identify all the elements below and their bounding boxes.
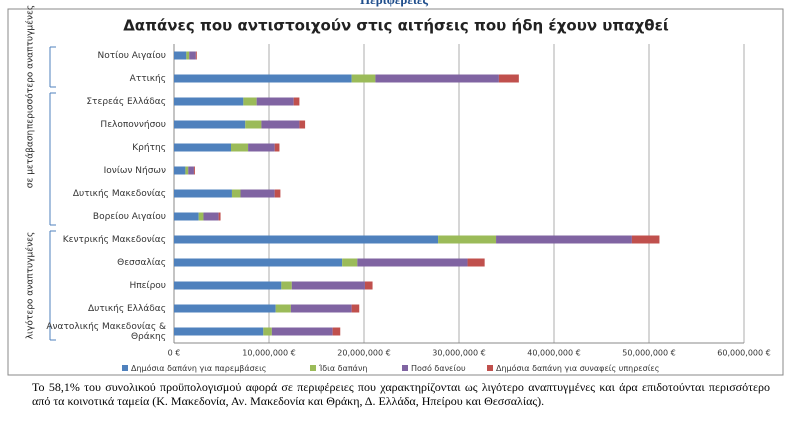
chart-frame [7, 8, 784, 376]
bar-segment [271, 327, 333, 336]
y-tick-label: Ιονίων Νήσων [103, 165, 166, 176]
y-tick-label: Θεσσαλίας [117, 257, 166, 268]
x-tick-label: 30,000,000 € [432, 349, 485, 358]
bar-segment [174, 235, 439, 244]
legend-swatch [122, 365, 128, 371]
bar-segment [351, 74, 376, 83]
bar-segment [174, 143, 231, 152]
group-label: λιγότερο αναπτυγμένες [25, 232, 36, 340]
y-tick-label: Δυτικής Ελλάδας [88, 303, 166, 314]
bar-segment [291, 281, 365, 290]
bar-segment [281, 281, 292, 290]
legend-swatch [310, 365, 316, 371]
y-tick-label: Ηπείρου [129, 280, 166, 291]
y-tick-label: Βορείου Αιγαίου [92, 211, 166, 222]
bar-segment [498, 74, 519, 83]
bar-segment [174, 258, 343, 267]
bar-segment [189, 51, 196, 60]
x-tick-label: 40,000,000 € [527, 349, 580, 358]
bar-segment [195, 51, 197, 60]
x-tick-label: 0 € [168, 349, 181, 358]
x-tick-label: 50,000,000 € [622, 349, 675, 358]
y-tick-label: Αττικής [129, 73, 166, 84]
bar-segment [231, 189, 241, 198]
x-tick-label: 20,000,000 € [337, 349, 390, 358]
y-tick-label: Νοτίου Αιγαίου [97, 50, 167, 61]
legend-label: Ίδια δαπάνη [318, 363, 367, 373]
y-tick-label: Κεντρικής Μακεδονίας [62, 234, 166, 245]
bar-segment [174, 327, 264, 336]
y-tick-label: Κρήτης [132, 142, 166, 153]
heading: Περιφέρειες [0, 0, 788, 8]
bar-segment [274, 143, 280, 152]
bar-segment [357, 258, 468, 267]
bar-segment [332, 327, 341, 336]
y-tick-label: Ανατολικής Μακεδονίας & Θράκης [46, 321, 166, 342]
bar-segment [203, 212, 219, 221]
bar-segment [351, 304, 360, 313]
bar-segment [174, 166, 186, 175]
bar-segment [174, 74, 352, 83]
bar-segment [240, 189, 275, 198]
legend-label: Δημόσια δαπάνη για παρεμβάσεις [131, 363, 266, 373]
bar-segment [274, 189, 281, 198]
legend-label: Ποσό δανείου [411, 363, 466, 373]
bar-segment [467, 258, 485, 267]
paragraph: Το 58,1% του συνολικού προϋπολογισμού αφ… [32, 380, 770, 408]
bar-segment [185, 166, 189, 175]
y-tick-label: Δυτικής Μακεδονίας [72, 188, 166, 199]
bar-segment [256, 97, 294, 106]
x-tick-label: 10,000,000 € [242, 349, 295, 358]
bar-segment [174, 120, 246, 129]
bar-segment [198, 212, 204, 221]
bar-segment [299, 120, 306, 129]
bar-segment [174, 51, 187, 60]
bar-segment [496, 235, 632, 244]
bar-segment [631, 235, 660, 244]
bar-segment [375, 74, 499, 83]
y-tick-label: Πελοποννήσου [100, 119, 166, 130]
bar-segment [364, 281, 373, 290]
legend-swatch [487, 365, 493, 371]
bar-segment [275, 304, 291, 313]
bar-segment [438, 235, 497, 244]
legend-label: Δημόσια δαπάνη για συναφείς υπηρεσίες [496, 363, 659, 373]
group-label: σε μετάβαση [26, 130, 36, 188]
bar-segment [263, 327, 272, 336]
bar-segment [174, 281, 282, 290]
bar-segment [342, 258, 358, 267]
chart: Δαπάνες που αντιστοιχούν στις αιτήσεις π… [7, 5, 784, 376]
x-tick-label: 60,000,000 € [717, 349, 770, 358]
bar-segment [290, 304, 352, 313]
bar-segment [245, 120, 262, 129]
bar-segment [243, 97, 257, 106]
bar-segment [293, 97, 300, 106]
bar-segment [231, 143, 249, 152]
bar-segment [174, 97, 244, 106]
bar-segment [193, 166, 195, 175]
chart-title: Δαπάνες που αντιστοιχούν στις αιτήσεις π… [123, 17, 669, 35]
bar-segment [174, 189, 232, 198]
bar-segment [248, 143, 275, 152]
bar-segment [174, 212, 199, 221]
group-label: περισσότερο αναπτυγμένες [25, 5, 36, 129]
bar-segment [261, 120, 300, 129]
bar-segment [186, 51, 190, 60]
bar-segment [218, 212, 221, 221]
bar-segment [188, 166, 194, 175]
y-tick-label: Στερεάς Ελλάδας [86, 96, 166, 107]
legend-swatch [402, 365, 408, 371]
bar-segment [174, 304, 276, 313]
